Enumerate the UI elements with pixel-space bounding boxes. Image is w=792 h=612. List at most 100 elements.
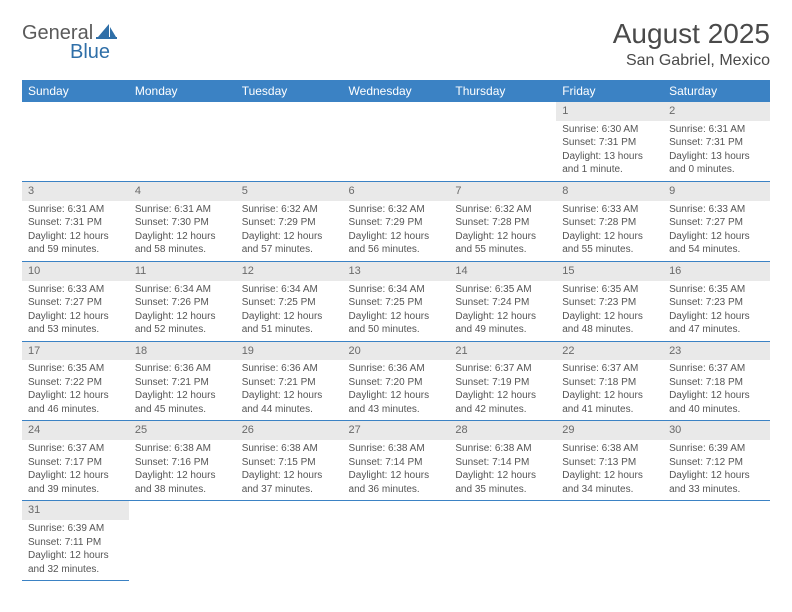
day-detail-cell: Sunrise: 6:31 AMSunset: 7:31 PMDaylight:… <box>22 201 129 262</box>
sunrise-line: Sunrise: 6:37 AM <box>669 362 764 376</box>
day-detail-cell: Sunrise: 6:30 AMSunset: 7:31 PMDaylight:… <box>556 121 663 182</box>
day-number-cell: 1 <box>556 102 663 121</box>
daylight-line: Daylight: 12 hours and 48 minutes. <box>562 310 657 337</box>
sunset-line: Sunset: 7:18 PM <box>669 376 764 390</box>
day-number: 9 <box>669 185 675 197</box>
daylight-line: Daylight: 12 hours and 41 minutes. <box>562 389 657 416</box>
sunrise-line: Sunrise: 6:32 AM <box>455 203 550 217</box>
day-detail-cell <box>449 121 556 182</box>
sunset-line: Sunset: 7:27 PM <box>28 296 123 310</box>
sunset-line: Sunset: 7:30 PM <box>135 216 230 230</box>
day-number-cell <box>556 501 663 520</box>
detail-row: Sunrise: 6:33 AMSunset: 7:27 PMDaylight:… <box>22 281 770 342</box>
sunrise-line: Sunrise: 6:33 AM <box>28 283 123 297</box>
daynum-row: 17181920212223 <box>22 341 770 360</box>
sunrise-line: Sunrise: 6:32 AM <box>349 203 444 217</box>
day-number: 28 <box>455 424 467 436</box>
day-number: 11 <box>135 265 146 277</box>
daylight-line: Daylight: 12 hours and 54 minutes. <box>669 230 764 257</box>
daylight-line: Daylight: 12 hours and 59 minutes. <box>28 230 123 257</box>
day-detail-cell: Sunrise: 6:38 AMSunset: 7:14 PMDaylight:… <box>343 440 450 501</box>
sunrise-line: Sunrise: 6:39 AM <box>28 522 123 536</box>
daylight-line: Daylight: 13 hours and 1 minute. <box>562 150 657 177</box>
day-detail-cell: Sunrise: 6:33 AMSunset: 7:27 PMDaylight:… <box>22 281 129 342</box>
day-detail-cell: Sunrise: 6:34 AMSunset: 7:26 PMDaylight:… <box>129 281 236 342</box>
day-detail-cell: Sunrise: 6:32 AMSunset: 7:28 PMDaylight:… <box>449 201 556 262</box>
day-number-cell: 16 <box>663 261 770 280</box>
daynum-row: 3456789 <box>22 181 770 200</box>
day-number-cell: 12 <box>236 261 343 280</box>
day-detail-cell: Sunrise: 6:36 AMSunset: 7:21 PMDaylight:… <box>236 360 343 421</box>
day-detail-cell: Sunrise: 6:38 AMSunset: 7:16 PMDaylight:… <box>129 440 236 501</box>
day-number: 3 <box>28 185 34 197</box>
sunrise-line: Sunrise: 6:36 AM <box>135 362 230 376</box>
day-number: 16 <box>669 265 681 277</box>
day-number-cell: 30 <box>663 421 770 440</box>
daylight-line: Daylight: 12 hours and 52 minutes. <box>135 310 230 337</box>
daynum-row: 31 <box>22 501 770 520</box>
day-detail-cell <box>236 121 343 182</box>
weekday-header: Monday <box>129 80 236 102</box>
sunset-line: Sunset: 7:12 PM <box>669 456 764 470</box>
day-detail-cell: Sunrise: 6:35 AMSunset: 7:23 PMDaylight:… <box>663 281 770 342</box>
day-number-cell: 22 <box>556 341 663 360</box>
day-number-cell <box>343 102 450 121</box>
day-number-cell: 20 <box>343 341 450 360</box>
day-detail-cell: Sunrise: 6:31 AMSunset: 7:30 PMDaylight:… <box>129 201 236 262</box>
daylight-line: Daylight: 12 hours and 38 minutes. <box>135 469 230 496</box>
day-detail-cell <box>236 520 343 581</box>
day-number: 12 <box>242 265 254 277</box>
sunrise-line: Sunrise: 6:35 AM <box>455 283 550 297</box>
daylight-line: Daylight: 12 hours and 53 minutes. <box>28 310 123 337</box>
sunset-line: Sunset: 7:29 PM <box>242 216 337 230</box>
sunset-line: Sunset: 7:16 PM <box>135 456 230 470</box>
sunrise-line: Sunrise: 6:38 AM <box>455 442 550 456</box>
day-number: 23 <box>669 345 681 357</box>
daylight-line: Daylight: 12 hours and 35 minutes. <box>455 469 550 496</box>
day-detail-cell: Sunrise: 6:34 AMSunset: 7:25 PMDaylight:… <box>343 281 450 342</box>
sunset-line: Sunset: 7:31 PM <box>669 136 764 150</box>
day-detail-cell: Sunrise: 6:39 AMSunset: 7:11 PMDaylight:… <box>22 520 129 581</box>
daylight-line: Daylight: 12 hours and 34 minutes. <box>562 469 657 496</box>
sunrise-line: Sunrise: 6:35 AM <box>562 283 657 297</box>
sunset-line: Sunset: 7:15 PM <box>242 456 337 470</box>
day-number: 24 <box>28 424 40 436</box>
sunset-line: Sunset: 7:28 PM <box>562 216 657 230</box>
sunrise-line: Sunrise: 6:35 AM <box>669 283 764 297</box>
day-detail-cell: Sunrise: 6:36 AMSunset: 7:20 PMDaylight:… <box>343 360 450 421</box>
sunrise-line: Sunrise: 6:31 AM <box>669 123 764 137</box>
day-number-cell: 19 <box>236 341 343 360</box>
day-detail-cell: Sunrise: 6:38 AMSunset: 7:13 PMDaylight:… <box>556 440 663 501</box>
daylight-line: Daylight: 12 hours and 40 minutes. <box>669 389 764 416</box>
day-number-cell: 18 <box>129 341 236 360</box>
daylight-line: Daylight: 12 hours and 58 minutes. <box>135 230 230 257</box>
day-number: 20 <box>349 345 361 357</box>
day-number-cell: 24 <box>22 421 129 440</box>
day-number: 19 <box>242 345 254 357</box>
weekday-header: Wednesday <box>343 80 450 102</box>
sunset-line: Sunset: 7:17 PM <box>28 456 123 470</box>
sunset-line: Sunset: 7:20 PM <box>349 376 444 390</box>
daylight-line: Daylight: 12 hours and 56 minutes. <box>349 230 444 257</box>
day-number: 4 <box>135 185 141 197</box>
daylight-line: Daylight: 12 hours and 55 minutes. <box>455 230 550 257</box>
daylight-line: Daylight: 12 hours and 32 minutes. <box>28 549 123 576</box>
sunrise-line: Sunrise: 6:33 AM <box>562 203 657 217</box>
day-number: 27 <box>349 424 361 436</box>
weekday-header: Tuesday <box>236 80 343 102</box>
sunrise-line: Sunrise: 6:37 AM <box>562 362 657 376</box>
sunset-line: Sunset: 7:28 PM <box>455 216 550 230</box>
page-title: August 2025 <box>613 18 770 50</box>
day-number-cell <box>129 501 236 520</box>
day-number-cell: 6 <box>343 181 450 200</box>
day-number: 7 <box>455 185 461 197</box>
day-number-cell: 11 <box>129 261 236 280</box>
day-detail-cell: Sunrise: 6:37 AMSunset: 7:17 PMDaylight:… <box>22 440 129 501</box>
day-number-cell <box>236 102 343 121</box>
day-number: 26 <box>242 424 254 436</box>
day-number-cell: 2 <box>663 102 770 121</box>
day-number: 17 <box>28 345 40 357</box>
day-detail-cell: Sunrise: 6:35 AMSunset: 7:23 PMDaylight:… <box>556 281 663 342</box>
header: GeneralBlue August 2025 San Gabriel, Mex… <box>22 18 770 70</box>
day-number: 29 <box>562 424 574 436</box>
